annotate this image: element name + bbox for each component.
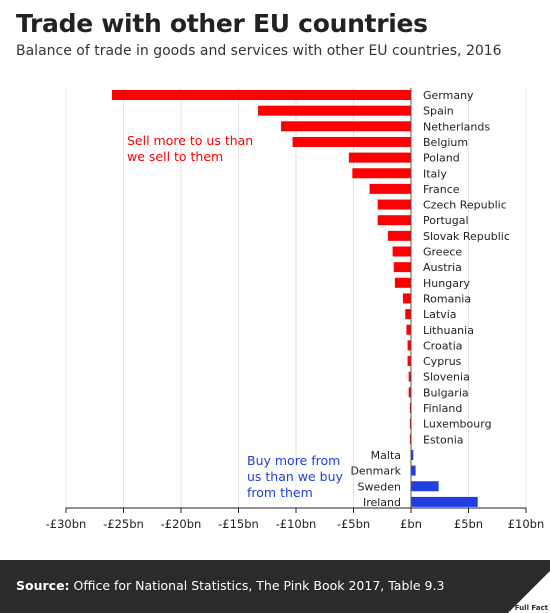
category-label: Latvia [423,308,457,321]
bar [392,246,411,257]
source-text: Office for National Statistics, The Pink… [73,578,445,593]
bar [408,387,411,398]
bar-chart: Germany Spain Netherlands Belgium Poland Ital… [46,88,545,531]
bar [352,168,411,179]
tick-label: £10bn [508,517,545,531]
category-label: Poland [423,152,460,165]
bar [402,293,411,304]
category-label: Hungary [423,277,470,290]
bar [388,230,411,241]
category-label: Austria [423,261,462,274]
annotation-line: from them [247,485,313,500]
tick-label: -£25bn [103,517,144,531]
category-label: Slovak Republic [423,230,510,243]
bar [407,356,411,367]
category-label: Romania [423,292,471,305]
bar [406,324,411,335]
bar [409,434,411,445]
category-label: Greece [423,246,462,259]
bar [407,340,411,351]
bar [411,481,439,492]
tick-label: £bn [400,517,422,531]
source-note: Source: Office for National Statistics, … [16,578,444,593]
category-label: Netherlands [423,120,490,133]
bar [408,371,411,382]
category-label: Portugal [423,214,469,227]
bar [377,199,411,210]
category-label: Lithuania [423,324,474,337]
category-label: Italy [423,167,447,180]
tick-label: -£5bn [337,517,370,531]
category-label: Malta [371,449,401,462]
annotation-line: Sell more to us than [127,133,253,148]
bar [393,262,411,273]
annotation: Buy more from us than we buy from them [247,453,344,500]
chart-subtitle: Balance of trade in goods and services w… [16,43,502,59]
tick-label: £5bn [454,517,483,531]
category-label: Czech Republic [423,199,507,212]
category-label: France [423,183,460,196]
bar [409,418,411,429]
category-label: Germany [423,89,474,102]
annotation-line: Buy more from [247,453,340,468]
tick-label: -£30bn [46,517,87,531]
logo-text: Full Fact [515,604,549,612]
footer: Source: Office for National Statistics, … [0,560,550,613]
category-label: Estonia [423,433,464,446]
category-label: Spain [423,105,454,118]
category-label: Sweden [358,480,401,493]
tick-label: -£10bn [276,517,317,531]
bar [369,183,411,194]
category-label: Croatia [423,339,463,352]
bar [405,309,411,320]
bar [377,215,411,226]
tick-label: -£15bn [218,517,259,531]
full-fact-logo: Full Fact [508,571,550,613]
chart-title: Trade with other EU countries [16,9,428,38]
bar [409,403,411,413]
annotation: Sell more to us than we sell to them [127,133,253,164]
category-label: Luxembourg [423,418,492,431]
category-label: Cyprus [423,355,462,368]
category-label: Finland [423,402,462,415]
category-label: Slovenia [423,371,470,384]
tick-label: -£20bn [161,517,202,531]
bar [411,465,416,476]
bar [112,90,411,100]
bar [348,152,411,163]
category-label: Ireland [363,496,401,509]
bar [411,449,414,460]
category-label: Denmark [350,465,401,478]
category-label: Bulgaria [423,386,469,399]
bar [292,136,411,147]
annotation-line: us than we buy [247,469,344,484]
category-label: Belgium [423,136,468,149]
bar [258,105,411,116]
bar [411,496,478,507]
annotation-line: we sell to them [127,149,223,164]
source-label: Source: [16,578,70,593]
bar [281,121,411,132]
bar [394,277,411,288]
